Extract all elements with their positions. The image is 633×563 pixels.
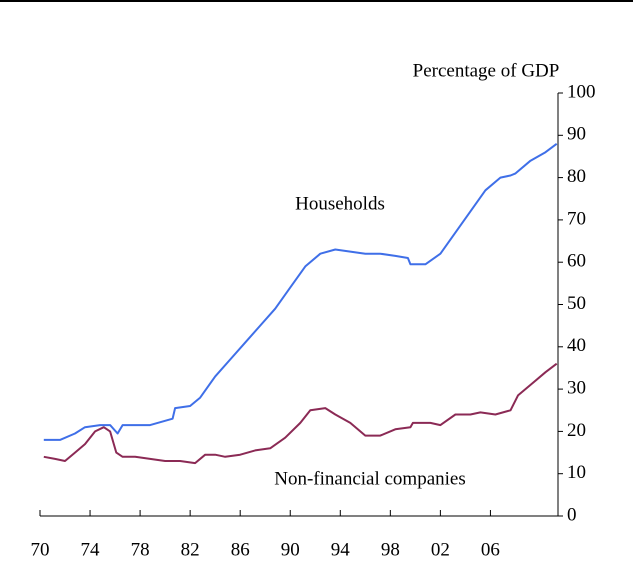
x-tick-label: 74 [81,539,101,560]
x-tick-label: 06 [481,539,500,560]
y-tick-label: 40 [567,335,586,356]
y-axis-label: Percentage of GDP [413,60,560,81]
x-tick-label: 82 [181,539,200,560]
y-tick-label: 100 [567,81,596,102]
series-label: Non-financial companies [274,468,466,489]
x-tick-label: 02 [431,539,450,560]
y-tick-label: 80 [567,166,586,187]
x-tick-label: 90 [281,539,300,560]
x-tick-label: 78 [131,539,150,560]
y-tick-label: 50 [567,293,586,314]
y-tick-label: 30 [567,377,586,398]
y-tick-label: 0 [567,504,577,525]
x-tick-label: 94 [331,539,351,560]
x-tick-label: 86 [231,539,250,560]
y-tick-label: 10 [567,462,586,483]
x-tick-label: 98 [381,539,400,560]
y-tick-label: 90 [567,124,586,145]
line [43,362,558,465]
x-tick-label: 70 [31,539,50,560]
y-tick-label: 60 [567,251,586,272]
series-label: Households [295,193,385,214]
y-tick-label: 70 [567,208,586,229]
y-tick-label: 20 [567,420,586,441]
line [43,143,558,441]
